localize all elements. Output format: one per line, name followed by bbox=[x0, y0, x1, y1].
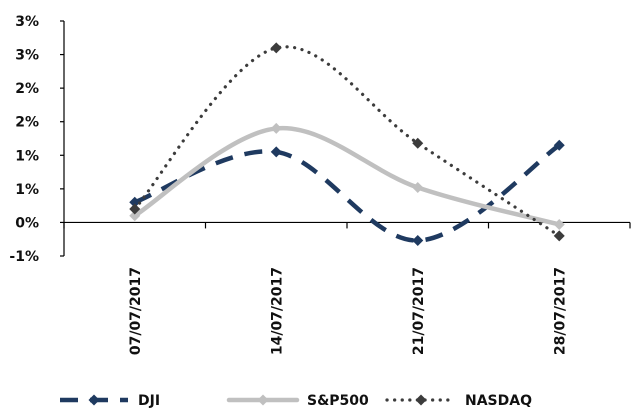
data-point-marker bbox=[129, 203, 141, 215]
legend-marker bbox=[88, 394, 100, 406]
series-line bbox=[132, 125, 562, 227]
data-point-marker bbox=[412, 137, 424, 149]
y-tick-label: 3% bbox=[15, 48, 39, 64]
data-point-marker bbox=[553, 218, 565, 230]
legend-item: NASDAQ bbox=[385, 393, 532, 409]
data-point-marker bbox=[412, 235, 424, 247]
legend-item: DJI bbox=[60, 393, 160, 409]
legend-label: S&P500 bbox=[307, 393, 369, 409]
y-tick-label: 2% bbox=[15, 115, 39, 131]
chart-axes: -1% 0% 1% 1% 2% 2% 3% 3% 07/07/2017 14/07/2017 21/… bbox=[9, 14, 631, 355]
data-point-marker bbox=[270, 122, 282, 134]
y-tick-label: 3% bbox=[15, 14, 39, 30]
data-point-marker bbox=[129, 210, 141, 222]
legend-item: S&P500 bbox=[226, 393, 369, 409]
x-tick-label: 21/07/2017 bbox=[411, 267, 427, 355]
legend-label: NASDAQ bbox=[465, 393, 532, 409]
x-tick-label: 07/07/2017 bbox=[128, 267, 144, 355]
x-tick-label: 28/07/2017 bbox=[552, 267, 568, 355]
y-tick-label: 2% bbox=[15, 81, 39, 97]
data-point-marker bbox=[412, 182, 424, 194]
y-tick-label: 1% bbox=[15, 148, 39, 164]
y-tick-label: 1% bbox=[15, 182, 39, 198]
data-point-marker bbox=[553, 139, 565, 151]
x-tick-label: 14/07/2017 bbox=[269, 267, 285, 355]
legend-marker bbox=[415, 394, 427, 406]
data-point-marker bbox=[129, 196, 141, 208]
legend-marker bbox=[257, 394, 269, 406]
y-tick-label: 0% bbox=[15, 215, 39, 231]
data-point-marker bbox=[553, 230, 565, 242]
series-layer bbox=[129, 42, 565, 247]
series-dji bbox=[129, 139, 565, 247]
series-nasdaq bbox=[129, 42, 565, 242]
series-s-p500 bbox=[129, 122, 565, 230]
y-tick-label: -1% bbox=[9, 249, 39, 265]
legend: DJI S&P500 NASDAQ bbox=[60, 393, 532, 409]
data-point-marker bbox=[270, 42, 282, 54]
series-line bbox=[133, 143, 561, 243]
legend-label: DJI bbox=[138, 393, 160, 409]
data-point-marker bbox=[270, 146, 282, 158]
